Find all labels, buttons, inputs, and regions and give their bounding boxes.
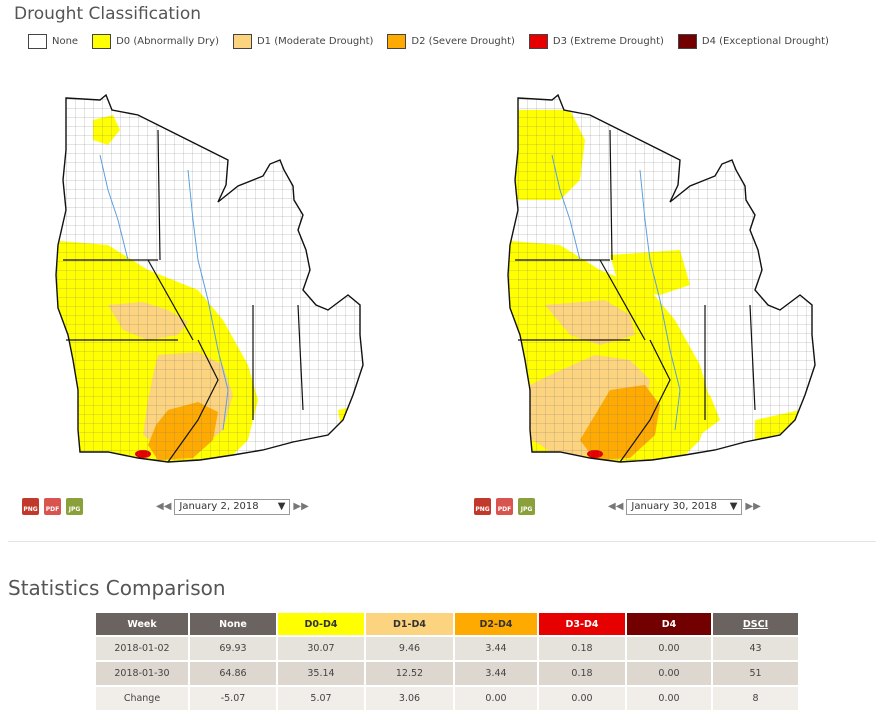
legend-swatch-d1 <box>232 34 252 49</box>
cell-d2-d4: 3.44 <box>453 660 538 686</box>
page-title: Drought Classification <box>14 4 201 24</box>
cell-week: Change <box>96 685 189 710</box>
header-week: Week <box>96 613 189 636</box>
date-select-right[interactable]: January 30, 2018 ▼ <box>626 498 743 515</box>
map-controls-left: PNG PDF JPG ◀◀ January 2, 2018 ▼ ▶▶ <box>22 498 312 515</box>
legend-label: None <box>52 36 79 47</box>
cell-d0-d4: 35.14 <box>276 660 365 686</box>
map-svg-right <box>507 93 816 463</box>
legend-item-d1: D1 (Moderate Drought) <box>232 34 374 49</box>
prev-date-icon[interactable]: ◀◀ <box>608 501 624 512</box>
region-outline <box>55 93 364 463</box>
cell-dsci: 8 <box>711 685 798 710</box>
legend-swatch-d4 <box>677 34 697 49</box>
legend-item-d3: D3 (Extreme Drought) <box>528 34 664 49</box>
state-borders <box>63 129 304 463</box>
cell-d3-d4: 0.18 <box>537 660 626 686</box>
legend-swatch-d3 <box>528 34 548 49</box>
rivers <box>551 154 681 431</box>
header-d0-d4: D0-D4 <box>276 613 365 636</box>
next-date-icon[interactable]: ▶▶ <box>745 501 761 512</box>
stats-header-row: Week None D0-D4 D1-D4 D2-D4 D3-D4 D4 DSC… <box>96 613 798 636</box>
cell-d2-d4: 0.00 <box>453 685 538 710</box>
cell-d1-d4: 9.46 <box>364 635 454 661</box>
state-borders <box>515 129 756 463</box>
cell-dsci: 51 <box>711 660 798 686</box>
header-d4: D4 <box>625 613 712 636</box>
legend-label: D3 (Extreme Drought) <box>552 36 664 47</box>
cell-d3-d4: 0.18 <box>537 635 626 661</box>
map-fill-left <box>56 95 363 462</box>
legend-item-none: None <box>28 34 78 49</box>
cell-none: 64.86 <box>188 660 277 686</box>
cell-none: -5.07 <box>188 685 277 710</box>
header-none: None <box>188 613 277 636</box>
map-fill-right <box>508 95 815 462</box>
cell-d4: 0.00 <box>625 685 712 710</box>
legend-label: D4 (Exceptional Drought) <box>701 36 829 47</box>
legend-label: D1 (Moderate Drought) <box>256 36 374 47</box>
legend-item-d2: D2 (Severe Drought) <box>387 34 515 49</box>
pdf-download-icon[interactable]: PDF <box>44 498 61 515</box>
header-d3-d4: D3-D4 <box>537 613 626 636</box>
jpg-download-icon[interactable]: JPG <box>66 498 83 515</box>
selected-date: January 30, 2018 <box>631 501 718 512</box>
region-outline <box>507 93 816 463</box>
legend-swatch-d2 <box>387 34 407 49</box>
legend-label: D2 (Severe Drought) <box>411 36 515 47</box>
cell-dsci: 43 <box>711 635 798 661</box>
cell-d1-d4: 12.52 <box>364 660 454 686</box>
selected-date: January 2, 2018 <box>179 501 259 512</box>
rivers <box>99 154 229 431</box>
png-download-icon[interactable]: PNG <box>22 498 39 515</box>
legend-swatch-none <box>28 34 47 49</box>
png-download-icon[interactable]: PNG <box>474 498 491 515</box>
legend-item-d4: D4 (Exceptional Drought) <box>677 34 829 49</box>
header-dsci-link[interactable]: DSCI <box>711 613 798 636</box>
chevron-down-icon: ▼ <box>277 501 286 512</box>
cell-d4: 0.00 <box>625 635 712 661</box>
legend-swatch-d0 <box>92 34 112 49</box>
drought-map-right[interactable] <box>500 90 820 465</box>
header-d1-d4: D1-D4 <box>364 613 454 636</box>
prev-date-icon[interactable]: ◀◀ <box>156 501 172 512</box>
map-svg-left <box>55 93 364 463</box>
cell-d1-d4: 3.06 <box>364 685 454 710</box>
cell-d0-d4: 5.07 <box>276 685 365 710</box>
cell-d4: 0.00 <box>625 660 712 686</box>
stats-title: Statistics Comparison <box>8 576 226 600</box>
cell-d0-d4: 30.07 <box>276 635 365 661</box>
next-date-icon[interactable]: ▶▶ <box>293 501 309 512</box>
drought-map-left[interactable] <box>48 90 368 465</box>
cell-week: 2018-01-30 <box>96 660 189 686</box>
section-divider <box>8 541 876 542</box>
pdf-download-icon[interactable]: PDF <box>496 498 513 515</box>
cell-d3-d4: 0.00 <box>537 685 626 710</box>
legend-item-d0: D0 (Abnormally Dry) <box>92 34 219 49</box>
cell-d2-d4: 3.44 <box>453 635 538 661</box>
jpg-download-icon[interactable]: JPG <box>518 498 535 515</box>
drought-legend: None D0 (Abnormally Dry) D1 (Moderate Dr… <box>28 34 843 49</box>
legend-label: D0 (Abnormally Dry) <box>116 36 219 47</box>
cell-week: 2018-01-02 <box>96 635 189 661</box>
table-row: 2018-01-02 69.93 30.07 9.46 3.44 0.18 0.… <box>96 635 798 661</box>
header-d2-d4: D2-D4 <box>453 613 538 636</box>
date-select-left[interactable]: January 2, 2018 ▼ <box>174 498 291 515</box>
cell-none: 69.93 <box>188 635 277 661</box>
table-row: 2018-01-30 64.86 35.14 12.52 3.44 0.18 0… <box>96 660 798 686</box>
stats-table: Week None D0-D4 D1-D4 D2-D4 D3-D4 D4 DSC… <box>96 613 798 710</box>
chevron-down-icon: ▼ <box>729 501 738 512</box>
map-controls-right: PNG PDF JPG ◀◀ January 30, 2018 ▼ ▶▶ <box>474 498 764 515</box>
table-row: Change -5.07 5.07 3.06 0.00 0.00 0.00 8 <box>96 685 798 710</box>
